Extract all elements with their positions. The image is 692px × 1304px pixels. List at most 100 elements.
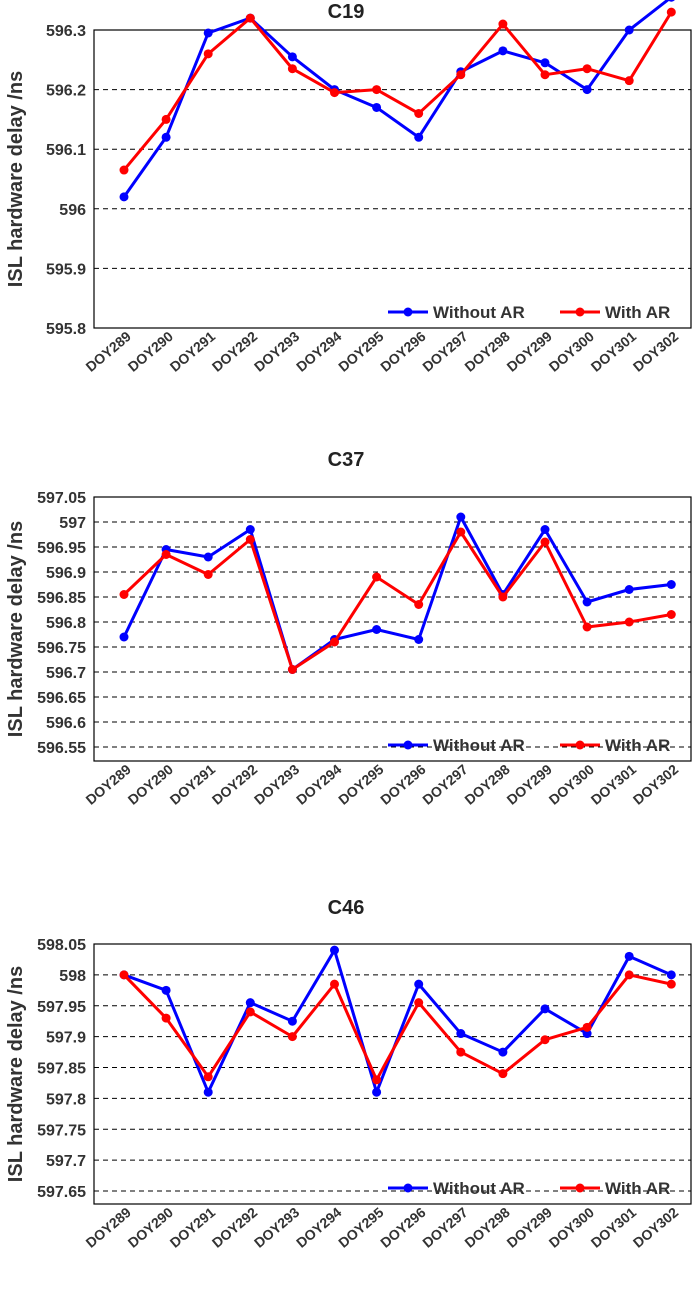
y-tick-label: 596.7 xyxy=(46,665,86,682)
data-point xyxy=(119,165,129,175)
x-tick-label: DOY294 xyxy=(293,1204,345,1251)
chart-svg: C46 597.65 597.7 597.75 597.8 597.85 597.9 597.… xyxy=(5,897,692,1251)
data-point xyxy=(372,1075,382,1085)
x-tick-label: DOY299 xyxy=(504,1204,556,1251)
data-point xyxy=(624,585,634,594)
x-tick-label: DOY299 xyxy=(504,328,556,375)
y-tick-label: 596.1 xyxy=(46,142,86,159)
plot-frame xyxy=(93,29,692,329)
series-line xyxy=(122,0,671,198)
data-point xyxy=(203,552,213,562)
x-tick-label: DOY290 xyxy=(125,761,177,808)
data-point xyxy=(666,580,676,589)
y-tick-label: 598.05 xyxy=(37,937,86,954)
x-tick-label: DOY292 xyxy=(209,761,261,808)
data-point xyxy=(498,19,508,29)
y-tick-label: 597.7 xyxy=(46,1153,86,1170)
x-tick-label: DOY294 xyxy=(293,761,345,808)
y-tick-label: 596.9 xyxy=(46,565,86,582)
data-point xyxy=(540,70,550,80)
data-point xyxy=(582,85,592,95)
x-tick-label: DOY292 xyxy=(209,328,261,375)
legend-label: Without AR xyxy=(433,736,525,755)
legend-label: Without AR xyxy=(433,1179,525,1198)
data-point xyxy=(287,665,297,674)
x-tick-label: DOY302 xyxy=(630,761,682,808)
data-point xyxy=(119,970,129,980)
legend-label: With AR xyxy=(605,303,670,322)
data-point xyxy=(203,49,213,59)
data-point xyxy=(287,52,297,62)
legend-label: With AR xyxy=(605,736,670,755)
x-tick-label: DOY301 xyxy=(588,1204,640,1251)
data-point xyxy=(119,590,129,599)
data-point xyxy=(456,1047,466,1057)
series-line xyxy=(122,515,672,671)
x-tick-label: DOY294 xyxy=(293,328,345,375)
x-tick-label: DOY296 xyxy=(377,761,429,808)
data-point xyxy=(498,1047,508,1057)
data-point xyxy=(498,592,508,602)
data-point xyxy=(540,58,550,68)
x-tick-label: DOY291 xyxy=(167,761,219,808)
data-point xyxy=(203,1072,213,1082)
y-axis-label: ISL hardware delay /ns xyxy=(5,71,27,287)
y-tick-label: 597.9 xyxy=(46,1030,86,1047)
y-tick-label: 596.6 xyxy=(46,715,86,732)
y-tick-label: 597.05 xyxy=(37,490,86,507)
x-tick-label: DOY291 xyxy=(167,1204,219,1251)
data-point xyxy=(372,85,382,95)
data-point xyxy=(540,1035,550,1045)
data-point xyxy=(624,951,634,961)
y-tick-label: 596.55 xyxy=(37,740,86,757)
y-tick-label: 597 xyxy=(59,515,86,532)
x-tick-label: DOY289 xyxy=(83,761,135,808)
data-point xyxy=(582,1022,592,1032)
data-point xyxy=(245,535,255,544)
y-tick-label: 595.9 xyxy=(46,261,86,278)
x-tick-label: DOY298 xyxy=(461,1204,513,1251)
data-point xyxy=(245,998,255,1008)
y-tick-label: 597.8 xyxy=(46,1091,86,1108)
chart-panel-c37: C37 596.55 596.6 596.65 596.7 596.75 596.8 596.… xyxy=(0,430,692,860)
data-point xyxy=(624,617,634,627)
chart-title: C46 xyxy=(328,897,365,919)
data-point xyxy=(372,625,382,634)
y-axis-label: ISL hardware delay /ns xyxy=(5,521,27,737)
y-tick-label: 596.3 xyxy=(46,23,86,40)
chart-title: C37 xyxy=(328,449,365,471)
data-point xyxy=(245,525,255,534)
legend-marker xyxy=(403,1183,413,1193)
x-tick-label: DOY300 xyxy=(546,328,598,375)
series-line xyxy=(122,973,672,1082)
x-tick-label: DOY295 xyxy=(335,761,387,808)
data-point xyxy=(456,1029,466,1039)
data-point xyxy=(414,108,424,118)
data-point xyxy=(456,70,466,80)
data-point xyxy=(161,1013,171,1023)
data-point xyxy=(287,1032,297,1042)
data-point xyxy=(414,132,424,142)
chart-panel-c19: C19 595.8 595.9 596 596.1 596.2 596.3 ISL hardw… xyxy=(0,0,692,420)
data-point xyxy=(667,0,675,2)
y-tick-label: 597.95 xyxy=(37,999,86,1016)
data-point xyxy=(372,572,382,582)
legend-marker xyxy=(403,307,413,317)
data-point xyxy=(666,979,676,989)
data-point xyxy=(414,635,424,644)
y-tick-label: 596.65 xyxy=(37,690,86,707)
data-point xyxy=(624,970,634,980)
x-tick-label: DOY297 xyxy=(419,328,471,375)
data-point xyxy=(624,25,634,35)
data-point xyxy=(287,64,297,74)
x-tick-label: DOY300 xyxy=(546,761,598,808)
data-point xyxy=(161,132,171,142)
plot-frame xyxy=(93,943,692,1205)
data-point xyxy=(414,998,424,1008)
data-point xyxy=(666,610,676,619)
legend-label: With AR xyxy=(605,1179,670,1198)
data-point xyxy=(456,512,466,522)
data-point xyxy=(161,985,171,995)
x-tick-label: DOY289 xyxy=(83,328,135,375)
series-line xyxy=(123,948,672,1094)
